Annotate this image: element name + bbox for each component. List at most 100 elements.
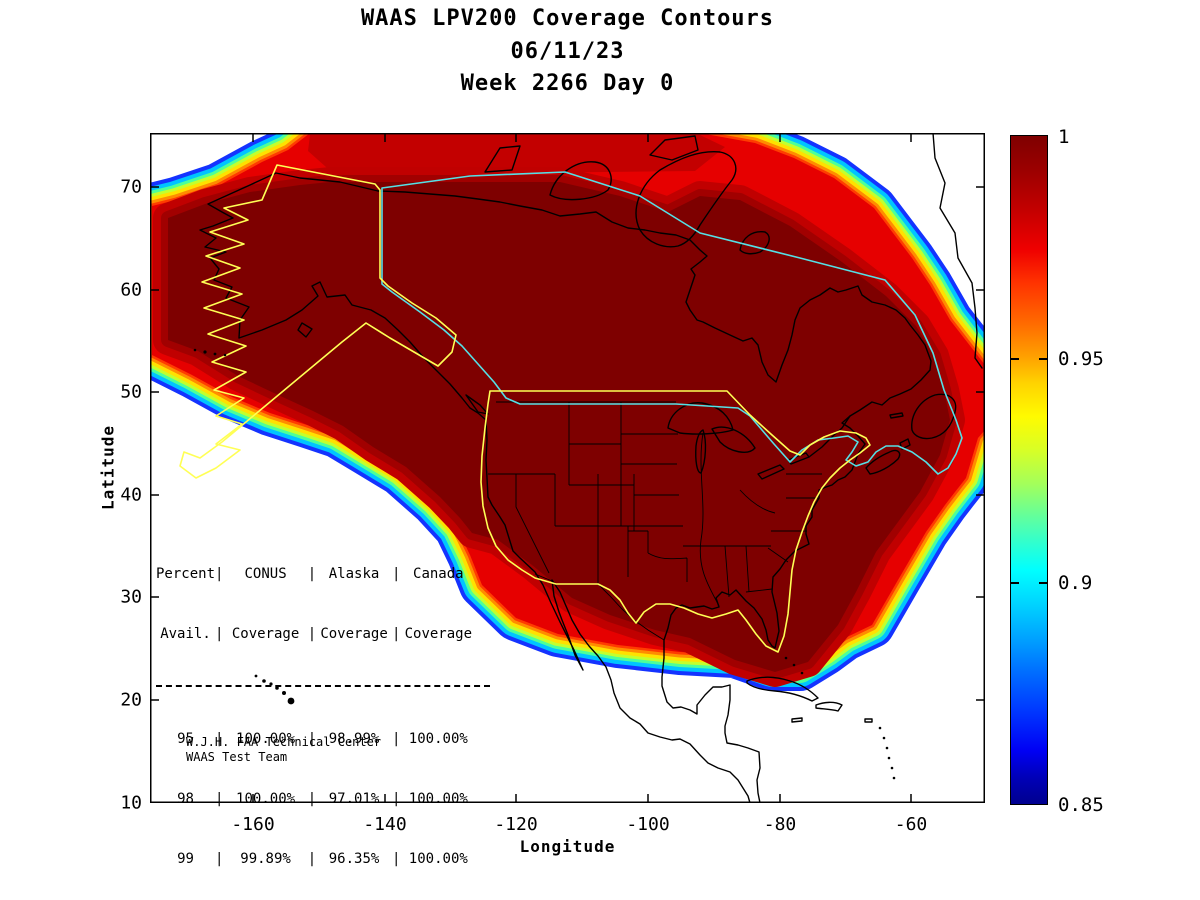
hawaii-island-dot [282,691,286,695]
coverage-table: Percent | CONUS | Alaska | Canada Avail. | Cover… [156,524,490,900]
coverage-contours [150,133,985,691]
lake-erie [757,464,785,480]
axis-ticks [151,134,984,802]
table-separator: | [307,791,317,807]
island-anticosti [889,412,904,419]
antilles-island-dot [882,736,886,740]
table-cell: Coverage [231,626,300,642]
table-cell: 98 [177,791,194,807]
x-tick-label: -80 [763,814,797,835]
colorbar-label: 0.85 [1058,794,1104,816]
table-cell: Coverage [320,626,388,642]
colorbar-notch [1039,582,1047,584]
table-cell: 99 [177,851,194,867]
table-cell: 100.00% [408,791,468,807]
table-cell: 100.00% [236,731,296,747]
canada-boundary [381,171,963,475]
bahamas-island-dot [800,671,804,675]
table-row: 95 | 100.00% | 98.99% | 100.00% [156,729,490,749]
table-separator: | [215,791,224,807]
y-tick-label: 50 [120,381,142,403]
island-southampton [739,231,770,255]
island-banks [484,145,521,173]
table-cell: CONUS [244,566,287,582]
bahamas-island-dot [792,663,796,667]
conus-boundary [480,390,871,653]
attribution-line: W.J.H. FAA Technical Center [186,735,382,749]
table-separator: | [307,731,317,747]
map-plot [150,133,985,803]
table-cell: Percent [156,566,216,582]
hawaii-island-dot [262,679,266,683]
hawaii-island-dot [275,686,279,690]
page-title: WAAS LPV200 Coverage Contours [360,6,775,31]
aleutian-island-dot [213,352,217,356]
island-newfoundland [911,393,957,440]
aleutian-island-dot [193,348,197,352]
island-devon [649,135,699,161]
island-cuba [746,676,819,702]
table-cell: 97.01% [328,791,380,807]
y-tick-label: 70 [120,176,142,198]
colorbar-label: 0.95 [1058,348,1104,370]
attribution: W.J.H. FAA Technical Center WAAS Test Te… [186,735,381,765]
y-axis-label: Latitude [98,424,118,511]
table-separator: | [391,791,401,807]
antilles-island-dot [885,746,889,750]
hawaii-island-dot [287,697,295,705]
colorbar-notch [1039,358,1047,360]
x-tick-label: -100 [626,814,670,835]
table-cell: 95 [177,731,194,747]
coastline-pacific-side [199,172,751,803]
x-axis-label: Longitude [519,837,616,856]
coastline-greenland [932,133,983,369]
x-ticks-bottom [252,794,912,802]
us-mexico-border [534,573,665,641]
table-separator: | [391,626,401,642]
table-row: 99 | 99.89% | 96.35% | 100.00% [156,849,490,869]
table-cell: 100.00% [408,851,468,867]
table-separator: | [307,566,317,582]
table-separator: | [307,626,317,642]
table-cell: 96.35% [328,851,380,867]
table-separator: | [391,731,401,747]
island-nova-scotia [865,449,901,475]
colorbar [1010,135,1048,805]
contour-fill-maroon [168,182,950,672]
island-vancouver [465,394,489,415]
small-islands [193,348,896,780]
antilles-island-dot [887,756,891,760]
service-boundaries [179,164,963,653]
island-puerto-rico [864,718,873,723]
table-cell: 100.00% [408,731,468,747]
lake-michigan [695,429,707,474]
table-header-row-2: Avail. | Coverage | Coverage | Coverage [156,624,490,644]
antilles-island-dot [890,766,894,770]
hawaii-island-dot [254,674,258,678]
table-cell: 99.89% [240,851,291,867]
x-ticks-top [252,134,912,142]
table-header-divider [156,685,490,689]
y-ticks-left [151,186,159,701]
x-tick-label: -160 [231,814,275,835]
table-cell: 100.00% [236,791,296,807]
y-ticks-right [976,186,984,701]
table-separator: | [307,851,317,867]
antilles-island-dot [878,726,882,730]
bahamas-island-dot [784,656,788,660]
lake-huron [711,426,756,453]
table-cell: Coverage [404,626,473,642]
state-borders [488,401,822,641]
colorbar-label: 0.9 [1058,572,1093,594]
table-row: 98 | 100.00% | 97.01% | 100.00% [156,789,490,809]
table-separator: | [391,566,401,582]
colorbar-notch [1011,358,1019,360]
x-tick-label: -140 [363,814,407,835]
table-separator: | [215,731,224,747]
island-kodiak [297,322,313,338]
island-hispaniola [815,701,843,712]
x-tick-label: -60 [894,814,928,835]
colorbar-notch [1011,582,1019,584]
table-cell: Avail. [160,626,211,642]
